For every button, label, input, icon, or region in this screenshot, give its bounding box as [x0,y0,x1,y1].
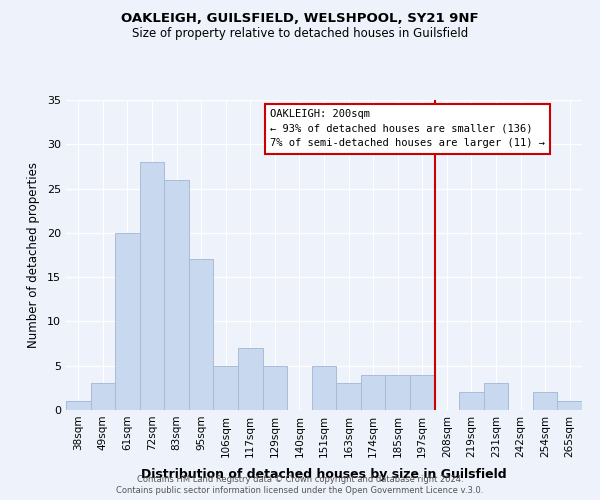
Bar [385,374,410,410]
Bar [533,392,557,410]
Text: OAKLEIGH, GUILSFIELD, WELSHPOOL, SY21 9NF: OAKLEIGH, GUILSFIELD, WELSHPOOL, SY21 9N… [121,12,479,26]
Bar [361,374,385,410]
Bar [557,401,582,410]
Bar [66,401,91,410]
Bar [336,384,361,410]
Bar [410,374,434,410]
Text: Size of property relative to detached houses in Guilsfield: Size of property relative to detached ho… [132,28,468,40]
Bar [91,384,115,410]
Text: OAKLEIGH: 200sqm
← 93% of detached houses are smaller (136)
7% of semi-detached : OAKLEIGH: 200sqm ← 93% of detached house… [270,109,545,148]
Bar [189,260,214,410]
X-axis label: Distribution of detached houses by size in Guilsfield: Distribution of detached houses by size … [141,468,507,481]
Y-axis label: Number of detached properties: Number of detached properties [27,162,40,348]
Bar [140,162,164,410]
Bar [459,392,484,410]
Bar [115,233,140,410]
Text: Contains public sector information licensed under the Open Government Licence v.: Contains public sector information licen… [116,486,484,495]
Bar [214,366,238,410]
Text: Contains HM Land Registry data © Crown copyright and database right 2024.: Contains HM Land Registry data © Crown c… [137,475,463,484]
Bar [238,348,263,410]
Bar [263,366,287,410]
Bar [312,366,336,410]
Bar [484,384,508,410]
Bar [164,180,189,410]
